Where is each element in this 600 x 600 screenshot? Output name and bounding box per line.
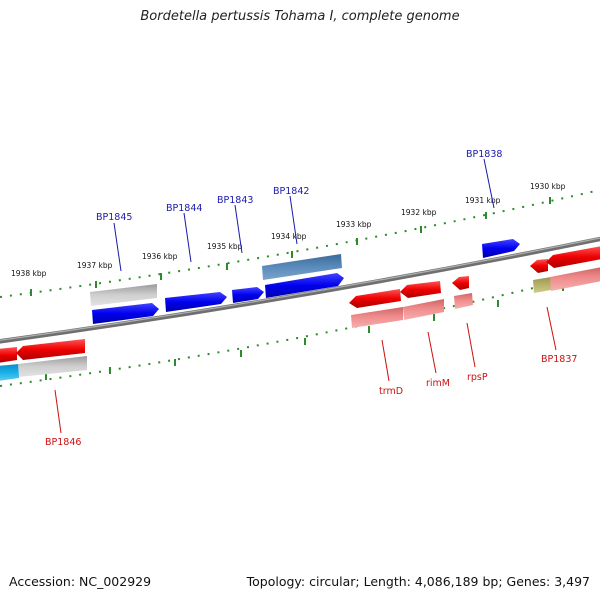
pseudo-block-bp1846[interactable] — [18, 356, 87, 377]
gene-label-bp1837[interactable]: BP1837 — [541, 354, 577, 365]
tick-label-1938: 1938 kbp — [11, 269, 47, 278]
pseudo-block-upper-left[interactable] — [90, 284, 157, 306]
gene-arrow-bp1846[interactable] — [16, 339, 85, 360]
tick-label-1934: 1934 kbp — [271, 232, 307, 241]
pink-block-bp1837[interactable] — [550, 267, 600, 291]
tick-label-1930: 1930 kbp — [530, 182, 566, 191]
gene-label-rimm[interactable]: rimM — [426, 378, 450, 389]
upper-gene-labels: BP1845 BP1844 BP1843 BP1842 BP1838 — [96, 149, 502, 223]
pink-block-rpsp[interactable] — [454, 293, 473, 309]
gene-arrow-bp1837-a[interactable] — [530, 259, 548, 273]
gene-label-bp1844[interactable]: BP1844 — [166, 203, 202, 214]
map-title: Bordetella pertussis Tohama I, complete … — [140, 9, 460, 24]
gene-label-bp1842[interactable]: BP1842 — [273, 186, 309, 197]
gene-arrow-left-edge[interactable] — [0, 347, 17, 363]
gene-arrow-bp1842[interactable] — [265, 273, 344, 298]
gene-arrow-trmd[interactable] — [349, 289, 401, 308]
gene-arrow-rpsp[interactable] — [452, 276, 469, 290]
gene-arrow-bp1845[interactable] — [92, 303, 159, 324]
gene-label-bp1843[interactable]: BP1843 — [217, 195, 253, 206]
upper-major-ticks — [30, 197, 551, 296]
gene-arrow-rimm[interactable] — [400, 281, 441, 298]
cyan-block-left[interactable] — [0, 364, 19, 381]
tick-label-1936: 1936 kbp — [142, 252, 178, 261]
forward-strand-track — [90, 239, 520, 324]
gene-label-bp1846[interactable]: BP1846 — [45, 437, 81, 448]
reverse-strand-track — [0, 246, 600, 381]
tick-label-1937: 1937 kbp — [77, 261, 113, 270]
tick-label-1935: 1935 kbp — [207, 242, 243, 251]
tick-label-1932: 1932 kbp — [401, 208, 437, 217]
genome-backbone — [0, 236, 600, 344]
scale-tick-labels: 1938 kbp 1937 kbp 1936 kbp 1935 kbp 1934… — [11, 182, 566, 278]
genome-backbone-highlight — [0, 237, 600, 341]
tick-label-1931: 1931 kbp — [465, 196, 501, 205]
steel-block-bp1842[interactable] — [262, 254, 342, 280]
gene-label-bp1845[interactable]: BP1845 — [96, 212, 132, 223]
gene-arrow-bp1844[interactable] — [165, 292, 227, 312]
upper-label-leaders — [113, 158, 495, 272]
accession-text: Accession: NC_002929 — [9, 574, 152, 589]
lower-label-leaders — [54, 306, 557, 434]
olive-block-bp1837[interactable] — [533, 277, 551, 293]
genome-summary-text: Topology: circular; Length: 4,086,189 bp… — [246, 574, 590, 589]
gene-label-trmd[interactable]: trmD — [379, 386, 403, 397]
lower-gene-labels: BP1846 trmD rimM rpsP BP1837 — [45, 354, 577, 448]
gene-label-rpsp[interactable]: rpsP — [467, 372, 488, 383]
pink-block-rimm[interactable] — [403, 299, 444, 320]
pink-block-trmd[interactable] — [351, 307, 403, 328]
gene-arrow-bp1843[interactable] — [232, 287, 264, 303]
gene-arrow-bp1837-b[interactable] — [546, 246, 600, 268]
gene-label-bp1838[interactable]: BP1838 — [466, 149, 502, 160]
gene-arrow-bp1838[interactable] — [482, 239, 520, 258]
tick-label-1933: 1933 kbp — [336, 220, 372, 229]
